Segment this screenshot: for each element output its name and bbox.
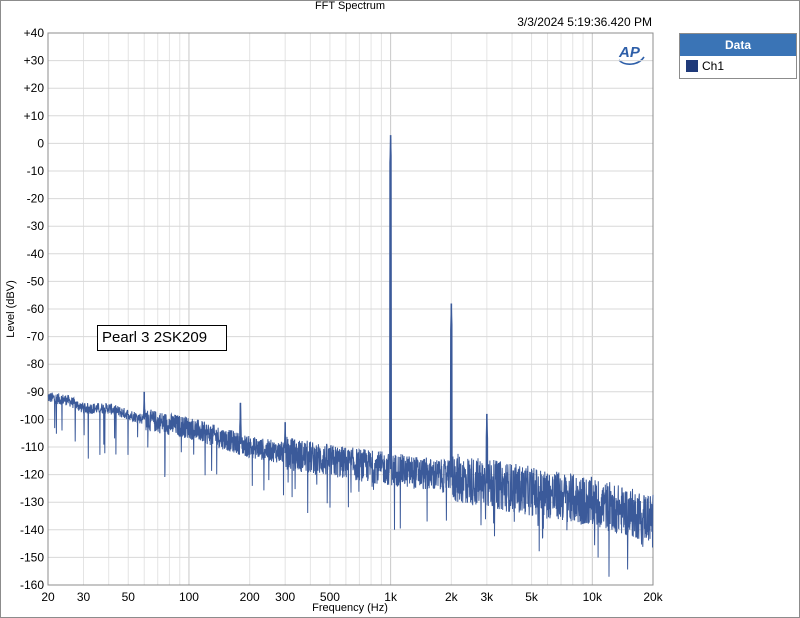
series-ch1-trace — [47, 138, 654, 577]
ap-logo-icon: AP — [618, 44, 645, 65]
x-tick-label: 2k — [445, 590, 459, 604]
y-tick-label: -100 — [20, 412, 44, 426]
y-tick-label: -40 — [27, 247, 45, 261]
y-tick-label: -160 — [20, 578, 44, 592]
legend: Data Ch1 — [679, 33, 797, 79]
legend-header: Data — [680, 34, 796, 56]
legend-label: Ch1 — [702, 59, 725, 73]
x-tick-labels: 20 30 50 100 200 300 500 1k 2k 3k 5k 10k 20k — [41, 590, 663, 604]
x-axis-label: Frequency (Hz) — [312, 602, 388, 614]
y-tick-label: -50 — [27, 274, 45, 288]
y-tick-label: -60 — [27, 302, 45, 316]
y-tick-labels: +40 +30 +20 +10 0 -10 -20 -30 -40 -50 -60 -70 -80 -90… — [20, 26, 44, 592]
y-tick-label: -130 — [20, 495, 44, 509]
y-tick-label: -80 — [27, 357, 45, 371]
legend-item-ch1[interactable]: Ch1 — [680, 56, 796, 76]
series-layer — [47, 135, 654, 577]
x-tick-label: 30 — [77, 590, 91, 604]
y-tick-label: -30 — [27, 219, 45, 233]
y-tick-label: -120 — [20, 468, 44, 482]
y-tick-label: +10 — [24, 109, 45, 123]
x-tick-label: 10k — [583, 590, 603, 604]
timestamp: 3/3/2024 5:19:36.420 PM — [517, 15, 652, 29]
x-tick-label: 300 — [275, 590, 295, 604]
annotation-box: Pearl 3 2SK209 — [97, 325, 227, 351]
x-tick-label: 20k — [643, 590, 663, 604]
plot-area-border — [47, 32, 654, 586]
y-tick-label: -150 — [20, 550, 44, 564]
y-tick-label: -140 — [20, 523, 44, 537]
y-tick-label: -70 — [27, 330, 45, 344]
legend-swatch — [686, 60, 698, 72]
y-axis-label: Level (dBV) — [5, 280, 17, 337]
y-tick-label: -90 — [27, 385, 45, 399]
x-tick-label: 1k — [384, 590, 398, 604]
y-tick-label: -110 — [21, 440, 44, 454]
chart-title: FFT Spectrum — [314, 0, 386, 12]
y-tick-label: -10 — [27, 164, 45, 178]
x-tick-label: 200 — [240, 590, 260, 604]
y-tick-label: +20 — [24, 81, 45, 95]
x-tick-label: 100 — [179, 590, 199, 604]
y-tick-label: -20 — [27, 192, 45, 206]
x-tick-label: 3k — [481, 590, 495, 604]
x-tick-label: 500 — [320, 590, 340, 604]
x-tick-label: 50 — [122, 590, 136, 604]
y-tick-label: +40 — [24, 26, 45, 40]
ap-logo-text: AP — [618, 44, 641, 61]
x-tick-label: 20 — [41, 590, 55, 604]
y-tick-label: 0 — [37, 136, 44, 150]
x-tick-label: 5k — [525, 590, 539, 604]
y-tick-label: +30 — [24, 54, 45, 68]
